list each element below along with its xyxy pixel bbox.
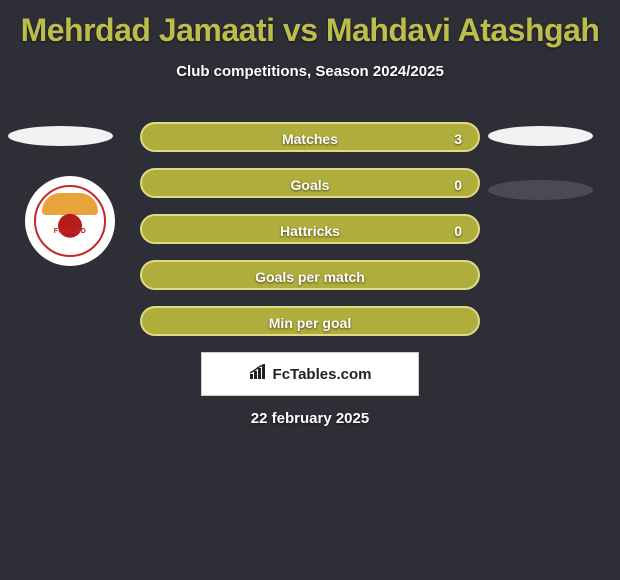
club-badge-inner: FOOLAD	[34, 185, 106, 257]
side-pill-right-2	[488, 180, 593, 200]
chart-icon	[249, 364, 269, 384]
brand-box: FcTables.com	[201, 352, 419, 396]
stat-label: Min per goal	[269, 315, 351, 331]
page-title: Mehrdad Jamaati vs Mahdavi Atashgah	[0, 0, 620, 49]
stat-value: 3	[454, 124, 462, 154]
stat-label: Hattricks	[280, 223, 340, 239]
stat-row: Hattricks 0	[140, 214, 480, 244]
side-pill-left-1	[8, 126, 113, 146]
stat-label: Matches	[282, 131, 338, 147]
date-label: 22 february 2025	[0, 410, 620, 427]
stat-row: Goals 0	[140, 168, 480, 198]
side-pill-right-1	[488, 126, 593, 146]
stat-label: Goals	[291, 177, 330, 193]
stat-rows: Matches 3 Goals 0 Hattricks 0 Goals per match M…	[140, 122, 480, 352]
infographic-container: Mehrdad Jamaati vs Mahdavi Atashgah Club…	[0, 0, 620, 580]
badge-text: FOOLAD	[36, 228, 104, 235]
stat-row: Matches 3	[140, 122, 480, 152]
stat-row: Goals per match	[140, 260, 480, 290]
subtitle: Club competitions, Season 2024/2025	[0, 63, 620, 80]
stat-row: Min per goal	[140, 306, 480, 336]
brand-label: FcTables.com	[273, 366, 372, 383]
stat-value: 0	[454, 216, 462, 246]
stat-value: 0	[454, 170, 462, 200]
club-badge: FOOLAD	[25, 176, 115, 266]
badge-stripe	[42, 193, 98, 215]
stat-label: Goals per match	[255, 269, 365, 285]
